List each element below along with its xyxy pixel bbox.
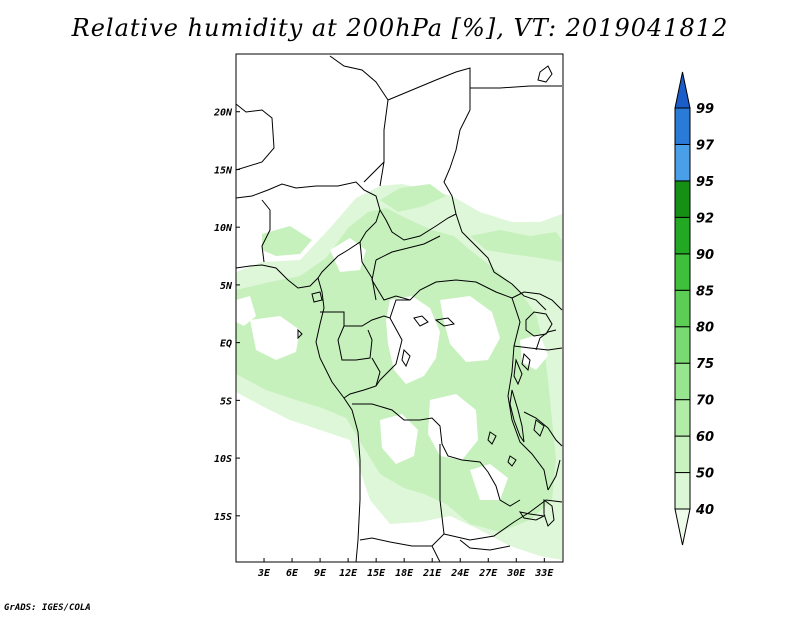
colorbar-segment (674, 399, 691, 437)
colorbar-label: 95 (696, 175, 714, 190)
colorbar-segment (674, 289, 691, 328)
colorbar-label: 40 (695, 503, 714, 518)
colorbar-segment (674, 216, 691, 255)
lon-tick-label: 21E (422, 568, 442, 579)
colorbar-label: 70 (696, 394, 714, 409)
lon-tick-label: 12E (339, 568, 358, 579)
colorbar-segment (674, 180, 691, 218)
colorbar: 40 50 60 70 75 80 85 90 92 95 97 99 (674, 71, 715, 546)
colorbar-segment (674, 472, 691, 510)
country-borders (236, 55, 563, 562)
lon-tick-label: 33E (534, 568, 554, 579)
lat-tick-label: 15N (214, 165, 233, 176)
lon-tick-label: 30E (506, 568, 526, 579)
lon-tick-label: 27E (478, 568, 498, 579)
grads-credit: GrADS: IGES/COLA (4, 603, 91, 613)
colorbar-top-arrow (674, 71, 691, 109)
lat-tick-label: 10S (214, 454, 232, 465)
longitude-axis: 3E 6E 9E 12E 15E 18E 21E 24E 27E 30E 33E (257, 558, 554, 579)
colorbar-label: 50 (696, 467, 714, 482)
colorbar-segment (674, 326, 691, 364)
colorbar-segment (674, 253, 691, 291)
colorbar-segment (674, 435, 691, 474)
lon-tick-label: 18E (395, 568, 414, 579)
colorbar-segment (674, 107, 691, 145)
colorbar-label: 97 (696, 138, 715, 153)
colorbar-segment (674, 362, 691, 401)
colorbar-label: 99 (696, 102, 714, 117)
lat-tick-label: 5S (220, 396, 232, 407)
lat-tick-label: 20N (213, 108, 233, 119)
lon-tick-label: 6E (286, 568, 299, 579)
lon-tick-label: 15E (367, 568, 386, 579)
colorbar-label: 92 (696, 211, 714, 226)
lon-tick-label: 9E (314, 568, 327, 579)
colorbar-label: 75 (696, 357, 714, 372)
colorbar-bottom-arrow (674, 508, 691, 546)
humidity-shading (236, 184, 562, 560)
colorbar-label: 60 (696, 430, 714, 445)
colorbar-label: 85 (696, 284, 714, 299)
lon-tick-label: 3E (257, 568, 271, 579)
colorbar-label: 90 (696, 248, 714, 263)
latitude-axis: 20N 15N 10N 5N EQ 5S 10S 15S (213, 108, 240, 523)
lat-tick-label: 5N (220, 281, 233, 292)
lat-tick-label: 10N (214, 223, 233, 234)
lat-tick-label: EQ (220, 339, 232, 350)
colorbar-label: 80 (696, 321, 714, 336)
colorbar-segment (674, 143, 691, 182)
map-frame (235, 53, 564, 563)
lat-tick-label: 15S (214, 512, 232, 523)
lon-tick-label: 24E (450, 568, 470, 579)
map-title: Relative humidity at 200hPa [%], VT: 201… (71, 14, 729, 42)
